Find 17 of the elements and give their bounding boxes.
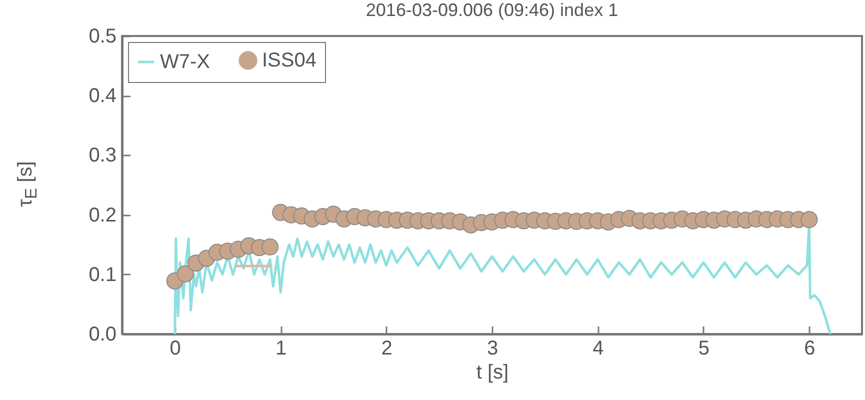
y-tick-label: 0.2	[88, 204, 116, 226]
y-tick-label: 0.3	[88, 144, 116, 167]
y-tick-label: 0.1	[88, 264, 116, 286]
x-tick-label: 6	[804, 338, 816, 360]
x-tick-label: 0	[170, 338, 181, 360]
x-tick-label: 2	[381, 338, 392, 360]
y-tick-label: 0.4	[88, 85, 116, 108]
legend-label: W7-X	[160, 51, 210, 73]
y-tick-label: 0.5	[88, 26, 116, 48]
x-tick-label: 5	[698, 338, 710, 360]
y-tick-label: 0.0	[88, 324, 116, 346]
chart-title: 2016-03-09.006 (09:46) index 1	[366, 0, 618, 20]
x-tick-label: 3	[486, 338, 498, 360]
x-tick-label: 1	[276, 338, 287, 360]
legend-label: ISS04	[262, 49, 316, 72]
x-tick-label: 4	[592, 338, 604, 360]
x-axis-title: t [s]	[476, 362, 509, 384]
